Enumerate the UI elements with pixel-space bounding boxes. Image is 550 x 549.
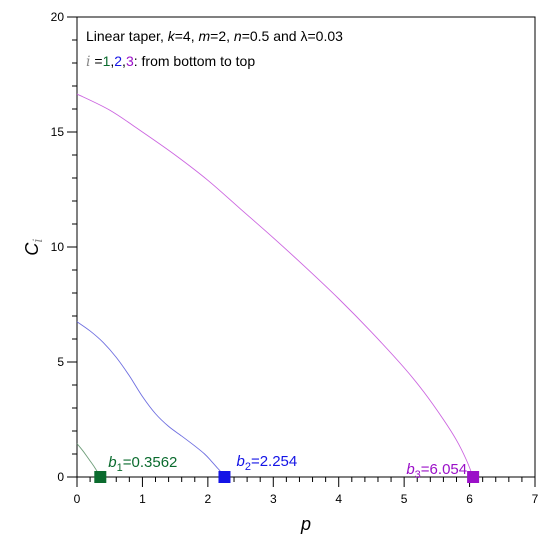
x-tick-label: 1 [139, 492, 146, 506]
series-2-line [76, 321, 225, 478]
annotation-line-2: i =1,2,3: from bottom to top [86, 53, 255, 70]
y-tick-label: 20 [51, 10, 65, 24]
series-1-root-label: b1=0.3562 [108, 454, 177, 474]
series-3-root-label: b3=6.054 [406, 461, 467, 481]
x-tick-label: 7 [532, 492, 539, 506]
series-3-line [76, 93, 474, 478]
y-tick-label: 5 [57, 355, 64, 369]
svg-text:Ci: Ci [22, 238, 46, 255]
y-tick-label: 10 [51, 240, 65, 254]
series-3-root-marker [467, 471, 480, 483]
x-tick-label: 6 [466, 492, 473, 506]
x-tick-label: 0 [74, 492, 81, 506]
annotation-line-1: Linear taper, k=4, m=2, n=0.5 and λ=0.03 [86, 28, 343, 44]
series-2-root-marker [218, 471, 231, 483]
plot-frame [76, 16, 536, 478]
x-tick-label: 5 [401, 492, 408, 506]
y-axis-ticks: 0 5 10 15 20 [51, 10, 77, 484]
x-tick-label: 3 [270, 492, 277, 506]
series-1-root-marker [94, 471, 107, 483]
x-axis-ticks: 0 1 2 3 4 5 6 7 [74, 477, 539, 506]
x-axis-title: p [300, 514, 311, 534]
series-2-root-label: b2=2.254 [236, 453, 297, 473]
x-tick-label: 2 [205, 492, 212, 506]
series-curves [76, 93, 474, 478]
y-tick-label: 0 [57, 470, 64, 484]
x-tick-label: 4 [335, 492, 342, 506]
y-axis-title: Ci [22, 238, 46, 255]
series-markers: b1=0.3562 b2=2.254 b3=6.054 [94, 453, 480, 483]
y-tick-label: 15 [51, 125, 65, 139]
